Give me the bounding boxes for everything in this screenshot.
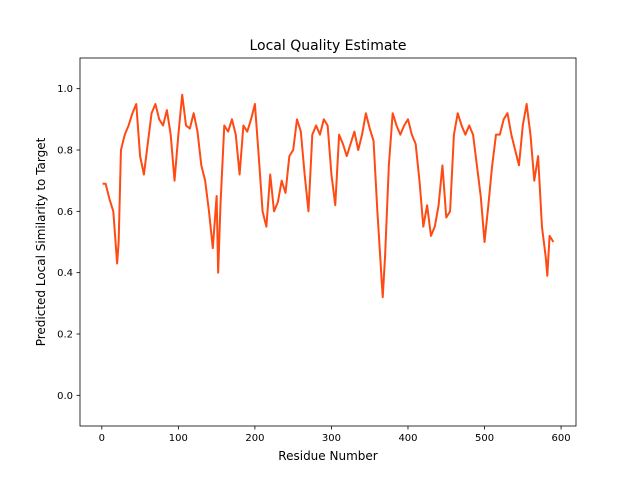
x-tick-label: 400 [398,433,417,444]
x-tick-label: 500 [475,433,494,444]
plot-frame [79,57,577,427]
x-tick-label: 200 [245,433,264,444]
x-tick-label: 100 [169,433,188,444]
x-axis-label: Residue Number [278,449,377,463]
y-axis-label: Predicted Local Similarity to Target [34,137,48,346]
x-tick-label: 0 [99,433,105,444]
chart-title: Local Quality Estimate [249,38,406,54]
data-line [102,93,555,299]
x-tick-label: 600 [552,433,571,444]
y-tick-label: 0.0 [57,391,73,402]
y-tick-label: 0.4 [57,268,73,279]
y-tick-label: 0.8 [57,146,73,157]
y-tick-label: 1.0 [57,84,73,95]
y-tick-label: 0.6 [57,207,73,218]
x-tick-label: 300 [322,433,341,444]
y-tick-label: 0.2 [57,330,73,341]
